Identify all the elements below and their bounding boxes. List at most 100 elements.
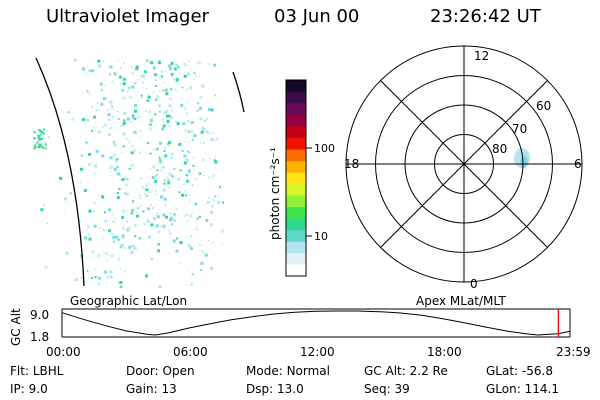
emission-pixel (85, 73, 87, 75)
emission-pixel (39, 130, 42, 133)
emission-pixel (186, 72, 190, 76)
colorbar-cell (286, 114, 306, 127)
emission-pixel (116, 192, 119, 195)
emission-pixel (95, 109, 98, 112)
emission-pixel (157, 243, 160, 246)
emission-pixel (109, 101, 113, 105)
emission-pixel (200, 142, 202, 144)
emission-pixel (186, 88, 189, 91)
emission-pixel (148, 235, 151, 239)
emission-pixel (71, 117, 75, 121)
emission-pixel (116, 196, 120, 200)
emission-pixel (167, 222, 169, 224)
emission-pixel (168, 64, 172, 68)
emission-pixel (205, 219, 209, 222)
emission-pixel (214, 160, 218, 164)
emission-pixel (194, 202, 198, 206)
emission-pixel (130, 151, 134, 155)
emission-pixel (171, 175, 174, 178)
emission-pixel (162, 121, 164, 123)
emission-pixel (180, 103, 184, 107)
emission-pixel (116, 158, 119, 161)
emission-pixel (159, 169, 162, 172)
emission-pixel (142, 113, 144, 115)
emission-pixel (104, 220, 107, 223)
emission-pixel (126, 213, 128, 215)
colorbar-unit-label: photon cm⁻²s⁻¹ (268, 147, 282, 240)
emission-pixel (134, 104, 138, 108)
emission-pixel (187, 270, 189, 272)
emission-pixel (141, 185, 144, 188)
emission-pixel (166, 119, 170, 123)
emission-pixel (149, 123, 153, 127)
emission-pixel (217, 195, 219, 197)
emission-pixel (113, 217, 116, 220)
emission-pixel (199, 76, 201, 77)
emission-pixel (44, 141, 47, 144)
emission-pixel (175, 121, 177, 123)
emission-pixel (199, 117, 203, 121)
emission-pixel (175, 208, 177, 210)
earth-limb-right (232, 71, 245, 113)
emission-pixel (168, 104, 172, 108)
emission-pixel (201, 84, 205, 88)
emission-pixel (156, 212, 158, 214)
emission-pixel (152, 66, 156, 70)
mlt-label-18: 18 (344, 157, 359, 171)
emission-pixel (42, 128, 45, 131)
info-gcalt-value: 2.2 Re (409, 364, 448, 378)
emission-pixel (135, 69, 137, 71)
emission-pixel (131, 163, 135, 167)
emission-pixel (127, 221, 128, 222)
emission-pixel (170, 61, 174, 65)
emission-pixel (177, 90, 179, 92)
info-door: Door: Open (126, 364, 195, 378)
emission-pixel (115, 235, 119, 239)
emission-pixel (193, 72, 196, 75)
emission-pixel (119, 179, 121, 181)
emission-pixel (84, 118, 87, 121)
emission-pixel (188, 181, 191, 184)
emission-pixel (119, 75, 122, 79)
emission-pixel (145, 194, 149, 198)
mlt-label-0: 0 (470, 277, 478, 291)
emission-pixel (120, 125, 122, 127)
emission-pixel (215, 185, 217, 187)
emission-pixel (164, 154, 166, 156)
emission-pixel (160, 195, 164, 199)
emission-pixel (158, 157, 161, 160)
emission-pixel (180, 163, 182, 165)
emission-pixel (169, 97, 172, 101)
emission-pixel (110, 254, 114, 258)
emission-pixel (80, 154, 83, 157)
emission-pixel (201, 149, 203, 151)
emission-pixel (151, 212, 153, 214)
emission-pixel (170, 152, 174, 156)
emission-pixel (88, 69, 92, 73)
emission-pixel (145, 184, 148, 187)
emission-pixel (131, 72, 134, 75)
emission-pixel (145, 110, 147, 112)
colorbar-cell (286, 80, 306, 92)
emission-pixel (59, 176, 63, 180)
emission-pixel (204, 253, 208, 257)
emission-pixel (128, 86, 131, 89)
emission-pixel (39, 138, 42, 140)
emission-pixel (132, 203, 134, 205)
emission-pixel (100, 89, 103, 92)
emission-pixel (125, 184, 127, 186)
emission-pixel (160, 162, 163, 165)
emission-pixel (170, 212, 172, 214)
info-mode-label: Mode: (246, 364, 283, 378)
info-glat: GLat: -56.8 (486, 364, 553, 378)
emission-pixel (185, 283, 187, 285)
emission-pixel (201, 129, 205, 133)
emission-pixel (113, 82, 115, 84)
emission-pixel (201, 158, 205, 162)
emission-pixel (64, 212, 66, 214)
emission-pixel (34, 146, 37, 149)
emission-pixel (173, 213, 176, 216)
emission-pixel (196, 109, 199, 112)
emission-pixel (176, 237, 179, 240)
emission-pixel (190, 285, 192, 287)
